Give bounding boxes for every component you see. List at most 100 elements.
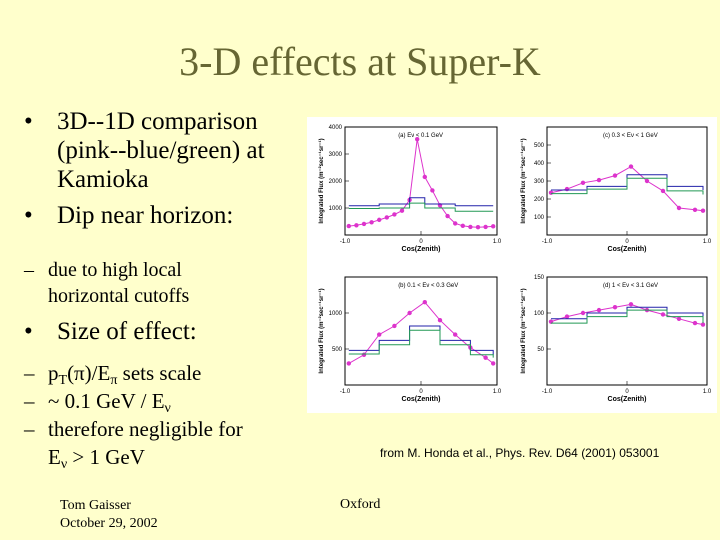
data-point — [346, 361, 351, 366]
x-tick-label: 1.0 — [493, 389, 502, 395]
data-point — [399, 208, 405, 213]
series-line-1d-green — [348, 202, 494, 212]
data-point — [437, 318, 443, 323]
data-point — [580, 180, 586, 185]
panel-title: (a) Eν < 0.1 GeV — [398, 133, 443, 139]
y-axis-label: Integrated Flux (m⁻²sec⁻¹sr⁻¹) — [520, 138, 527, 223]
x-tick-label: 1.0 — [493, 239, 502, 245]
data-point — [700, 208, 706, 213]
data-point — [422, 300, 427, 305]
data-point — [491, 224, 496, 229]
bullet-2-line-1: Dip near horizon: — [57, 202, 234, 229]
panel-title: (d) 1 < Eν < 3.1 GeV — [603, 283, 658, 289]
footer-place: Oxford — [340, 497, 381, 512]
data-point — [596, 307, 602, 313]
data-point — [548, 190, 554, 195]
data-point — [377, 217, 382, 223]
data-point — [445, 213, 450, 219]
y-tick-label: 3000 — [329, 152, 343, 158]
footer-author: Tom Gaisser — [60, 498, 131, 513]
bullet-3-line-1: Size of effect: — [57, 318, 197, 345]
data-point — [660, 188, 666, 194]
bullet-1-line-1: 3D--1D comparison — [57, 108, 258, 135]
data-point — [384, 215, 389, 220]
sub-dash: – — [24, 259, 34, 281]
y-tick-label: 1000 — [329, 311, 343, 317]
data-point — [564, 186, 570, 192]
panel-title: (c) 0.3 < Eν < 1 GeV — [603, 133, 658, 139]
x-tick-label: -1.0 — [542, 389, 553, 395]
data-point — [361, 352, 367, 357]
data-point — [453, 221, 458, 226]
bullet-dot: • — [24, 318, 33, 345]
data-point — [628, 164, 634, 169]
sub-dip-line-2: horizontal cutoffs — [48, 285, 190, 307]
data-point — [468, 224, 473, 230]
sub-dip-line-1: due to high local — [48, 259, 182, 281]
x-tick-label: 1.0 — [703, 239, 712, 245]
series-line-1d-blue — [348, 197, 494, 207]
panel-title: (b) 0.1 < Eν < 0.3 GeV — [398, 283, 458, 289]
data-point — [564, 314, 570, 319]
y-tick-label: 100 — [534, 215, 545, 221]
data-point — [700, 322, 706, 327]
bullet-dot: • — [24, 202, 33, 229]
data-point — [612, 305, 618, 310]
sub-size-2: ~ 0.1 GeV / Eν — [48, 389, 171, 416]
data-point — [483, 224, 488, 230]
series-line-1d-green — [551, 177, 704, 195]
data-point — [392, 323, 397, 329]
figure-credit: from M. Honda et al., Phys. Rev. D64 (20… — [380, 446, 660, 460]
data-point — [612, 173, 618, 178]
x-axis-label: Cos(Zenith) — [608, 396, 647, 403]
y-tick-label: 400 — [534, 161, 545, 167]
y-tick-label: 1000 — [329, 206, 343, 212]
data-point — [676, 316, 682, 321]
data-point — [422, 174, 427, 180]
data-point — [453, 332, 458, 337]
footer-date: October 29, 2002 — [60, 516, 158, 531]
x-tick-label: 0 — [625, 239, 629, 245]
sub-dash: – — [24, 361, 35, 385]
y-tick-label: 2000 — [329, 179, 343, 185]
footer-left: Tom Gaisser October 29, 2002 — [60, 497, 158, 533]
data-point — [491, 361, 496, 366]
y-tick-label: 500 — [332, 347, 343, 353]
y-tick-label: 4000 — [329, 125, 343, 131]
data-point — [377, 332, 382, 337]
data-point — [361, 221, 367, 227]
x-axis-label: Cos(Zenith) — [402, 396, 441, 403]
x-tick-label: 0 — [625, 389, 629, 395]
bullet-dot: • — [24, 108, 33, 135]
series-line-1d-blue — [348, 325, 494, 355]
sub-dash: – — [24, 389, 35, 413]
y-axis-label: Integrated Flux (m⁻²sec⁻¹sr⁻¹) — [318, 138, 325, 223]
data-point — [346, 223, 351, 229]
data-point — [628, 302, 634, 307]
y-tick-label: 300 — [534, 179, 545, 185]
data-point — [692, 207, 698, 212]
x-tick-label: -1.0 — [542, 239, 553, 245]
x-tick-label: -1.0 — [340, 239, 351, 245]
sub-dash: – — [24, 417, 35, 441]
data-point — [369, 220, 374, 225]
x-tick-label: 0 — [419, 389, 423, 395]
data-point — [483, 355, 488, 360]
data-point — [475, 224, 481, 230]
data-point — [392, 212, 397, 217]
x-tick-label: 1.0 — [703, 389, 712, 395]
x-axis-label: Cos(Zenith) — [402, 246, 441, 253]
data-point — [460, 223, 465, 229]
y-tick-label: 200 — [534, 197, 545, 203]
plot-frame — [344, 276, 498, 386]
sub-size-1: pT(π)/Eπ sets scale — [48, 361, 202, 388]
plot-frame — [546, 276, 708, 386]
bullet-1-line-2: (pink--blue/green) at — [57, 137, 265, 164]
plot-frame — [344, 126, 498, 236]
data-point — [415, 136, 420, 142]
x-tick-label: 0 — [419, 239, 423, 245]
slide-title: 3-D effects at Super-K — [179, 39, 541, 84]
y-axis-label: Integrated Flux (m⁻²sec⁻¹sr⁻¹) — [318, 288, 325, 373]
x-tick-label: -1.0 — [340, 389, 351, 395]
